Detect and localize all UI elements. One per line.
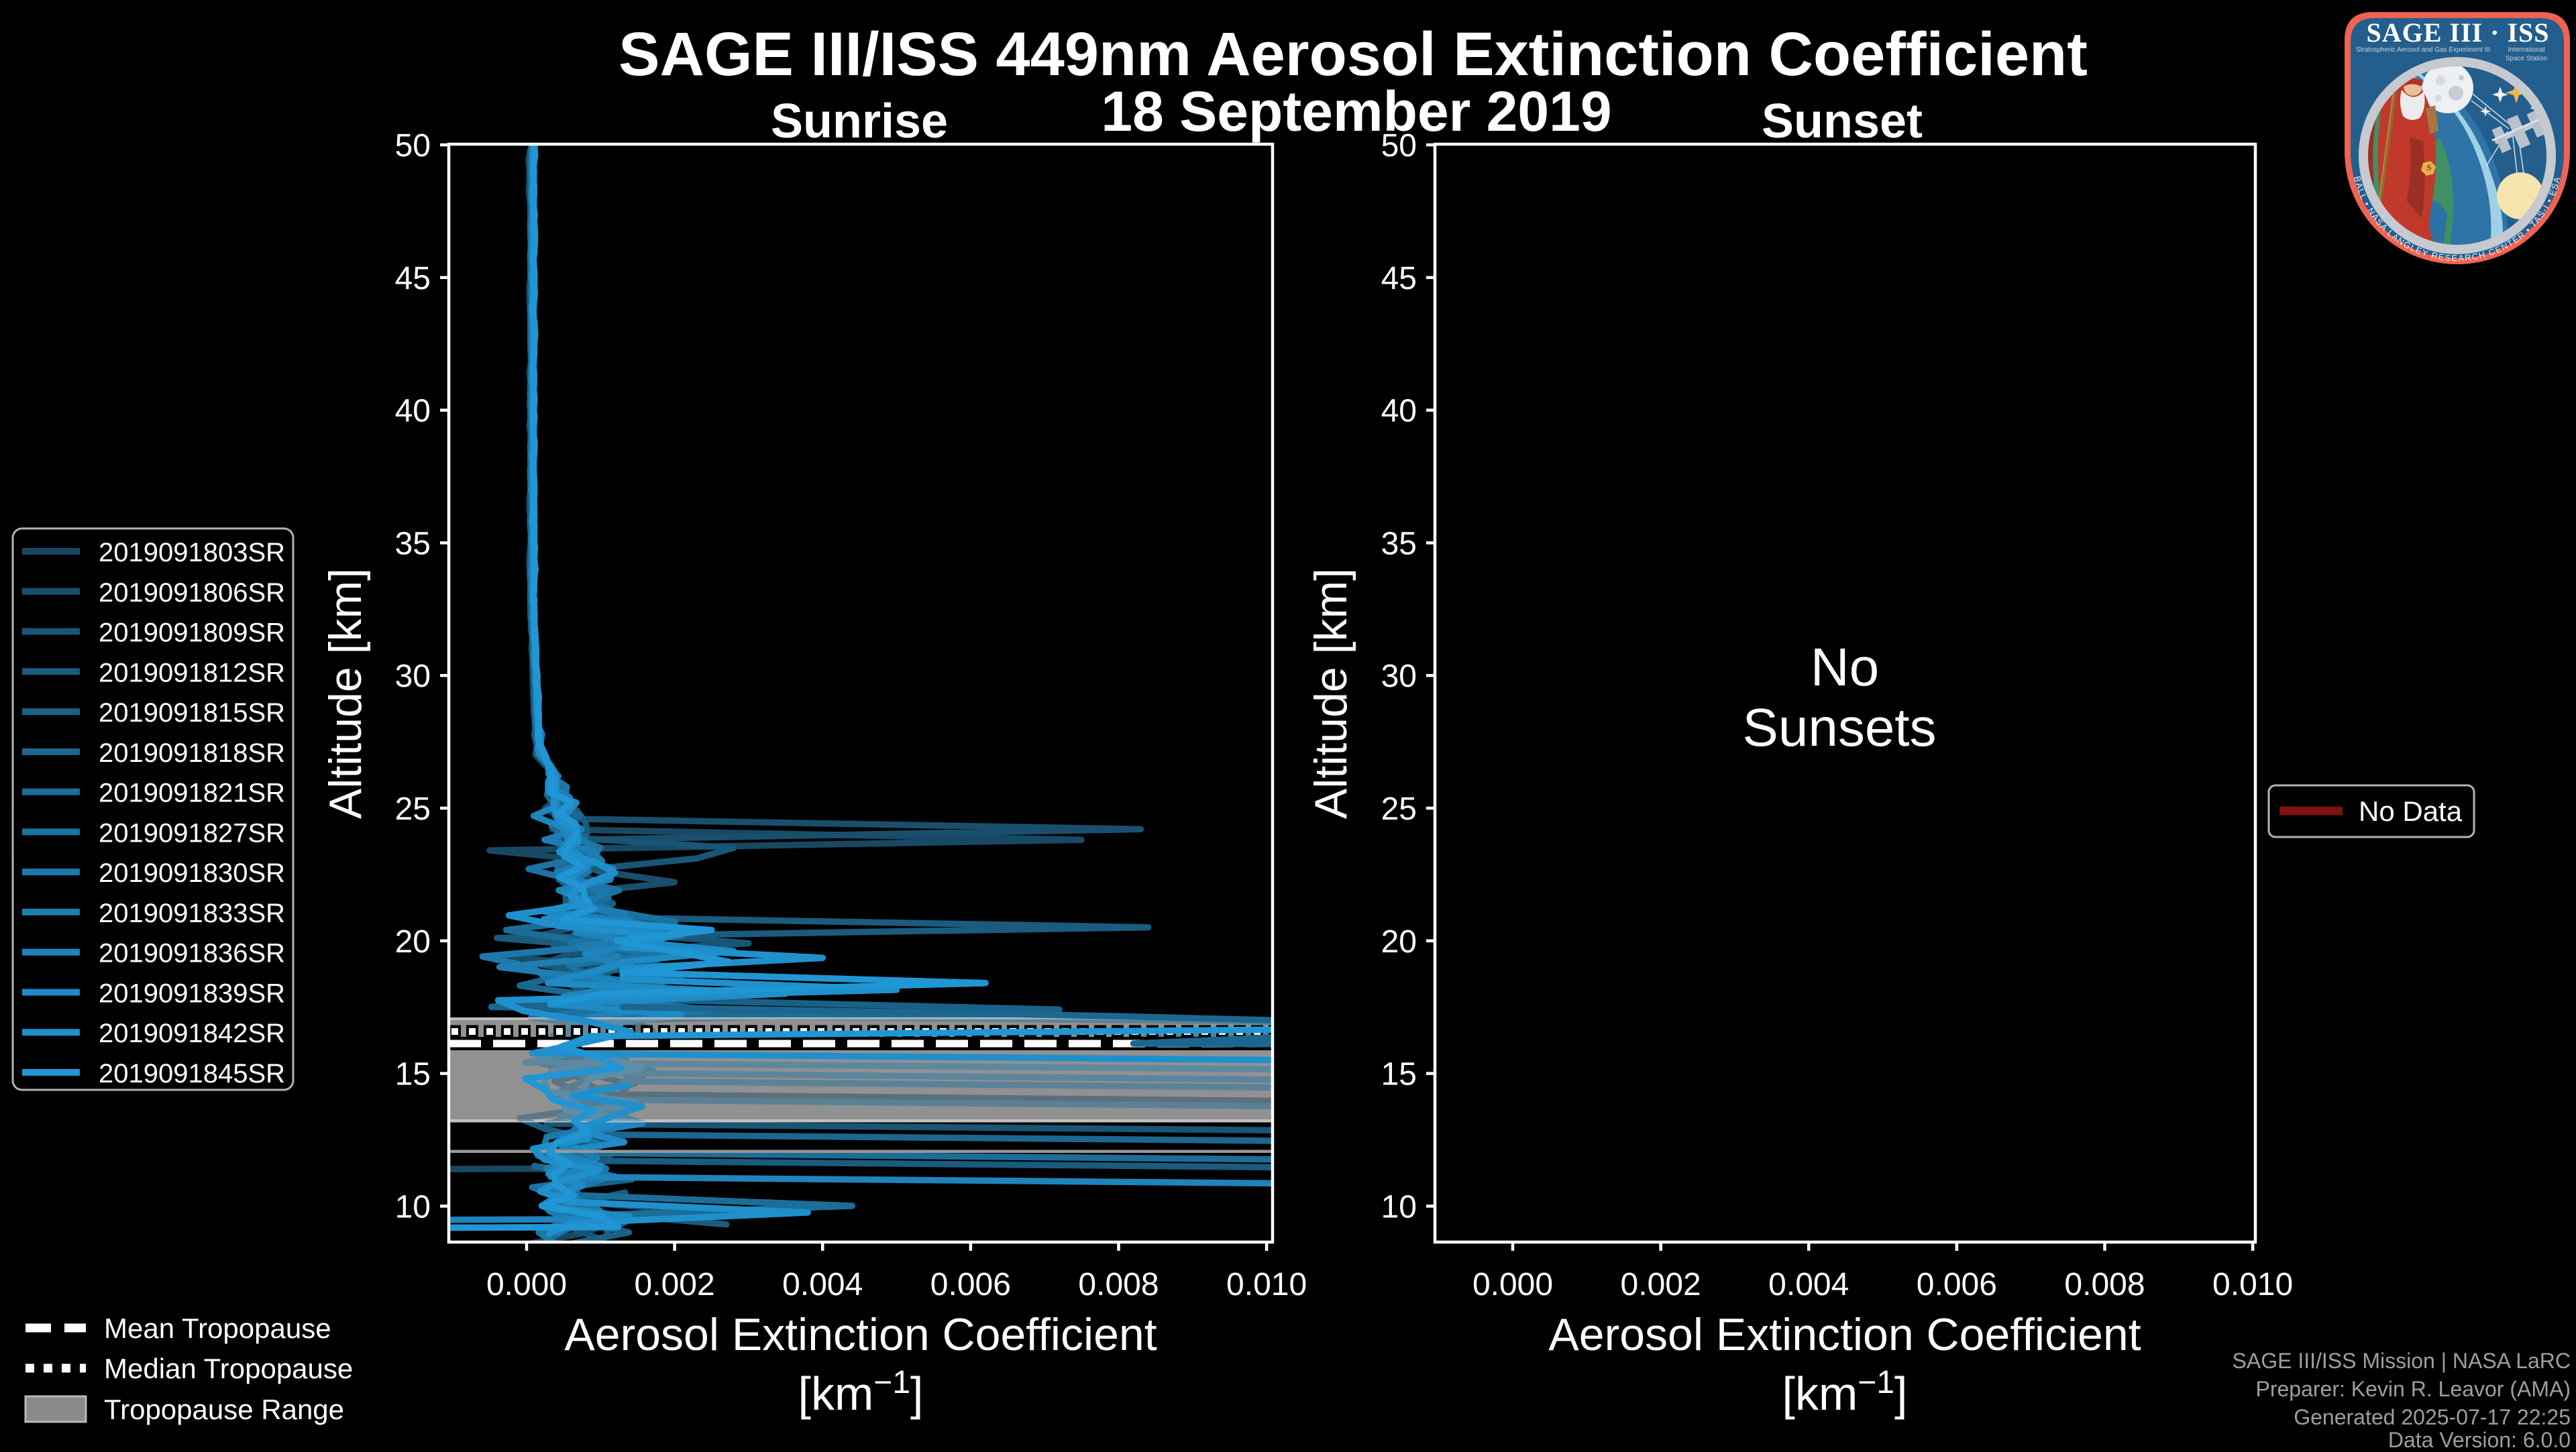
svg-text:SAGE III/ISS 449nm Aerosol Ext: SAGE III/ISS 449nm Aerosol Extinction Co…: [619, 20, 2088, 89]
svg-text:Aerosol Extinction Coefficient: Aerosol Extinction Coefficient: [1548, 1309, 2141, 1360]
svg-text:2019091830SR: 2019091830SR: [99, 858, 285, 888]
svg-text:Median Tropopause: Median Tropopause: [104, 1353, 353, 1384]
svg-text:2019091833SR: 2019091833SR: [99, 899, 285, 928]
svg-text:18 September 2019: 18 September 2019: [1101, 80, 1611, 143]
svg-text:30: 30: [395, 659, 431, 694]
svg-text:Preparer: Kevin R. Leavor (AMA: Preparer: Kevin R. Leavor (AMA): [2256, 1377, 2571, 1401]
svg-text:2019091821SR: 2019091821SR: [99, 779, 285, 808]
svg-text:Mean Tropopause: Mean Tropopause: [104, 1313, 331, 1344]
svg-text:40: 40: [1381, 394, 1417, 429]
svg-text:0.000: 0.000: [486, 1267, 567, 1302]
svg-text:50: 50: [1381, 128, 1417, 164]
svg-text:Data Version: 6.0.0: Data Version: 6.0.0: [2388, 1428, 2571, 1449]
svg-text:S: S: [2426, 162, 2431, 172]
svg-text:40: 40: [395, 394, 431, 429]
svg-text:35: 35: [1381, 526, 1417, 561]
svg-text:50: 50: [395, 128, 431, 164]
svg-text:No: No: [1811, 637, 1879, 697]
svg-text:2019091803SR: 2019091803SR: [99, 538, 285, 567]
svg-text:20: 20: [395, 924, 431, 960]
svg-text:25: 25: [395, 791, 431, 827]
svg-text:2019091818SR: 2019091818SR: [99, 738, 285, 768]
svg-text:0.010: 0.010: [1226, 1267, 1307, 1302]
svg-text:0.006: 0.006: [1917, 1267, 1997, 1302]
svg-text:No Data: No Data: [2359, 795, 2463, 827]
svg-text:0.004: 0.004: [1768, 1267, 1849, 1302]
svg-text:15: 15: [395, 1057, 431, 1093]
svg-text:Generated 2025-07-17 22:25: Generated 2025-07-17 22:25: [2294, 1405, 2571, 1429]
svg-text:Space Station: Space Station: [2506, 55, 2547, 62]
svg-text:0.010: 0.010: [2212, 1267, 2293, 1302]
svg-text:0.008: 0.008: [2064, 1267, 2145, 1302]
svg-text:SAGE III · ISS: SAGE III · ISS: [2366, 17, 2549, 48]
svg-text:2019091845SR: 2019091845SR: [99, 1059, 285, 1088]
svg-text:0.004: 0.004: [782, 1267, 863, 1302]
svg-text:0.002: 0.002: [1621, 1267, 1701, 1302]
svg-text:2019091815SR: 2019091815SR: [99, 698, 285, 728]
svg-text:International: International: [2508, 46, 2544, 54]
svg-text:2019091839SR: 2019091839SR: [99, 979, 285, 1008]
svg-text:Sunsets: Sunsets: [1742, 697, 1936, 757]
svg-text:2019091812SR: 2019091812SR: [99, 658, 285, 687]
svg-text:Sunset: Sunset: [1762, 95, 1923, 148]
svg-text:10: 10: [395, 1189, 431, 1225]
svg-text:Altitude [km]: Altitude [km]: [320, 568, 371, 819]
svg-text:15: 15: [1381, 1057, 1417, 1093]
svg-text:10: 10: [1381, 1189, 1417, 1225]
svg-text:0.008: 0.008: [1078, 1267, 1159, 1302]
svg-text:20: 20: [1381, 924, 1417, 960]
svg-text:0.006: 0.006: [930, 1267, 1011, 1302]
svg-text:2019091809SR: 2019091809SR: [99, 618, 285, 648]
svg-text:Sunrise: Sunrise: [771, 95, 948, 148]
svg-text:Stratospheric Aerosol and Gas: Stratospheric Aerosol and Gas Experiment…: [2356, 46, 2490, 54]
svg-text:Altitude [km]: Altitude [km]: [1305, 568, 1356, 819]
svg-text:45: 45: [1381, 261, 1417, 296]
svg-text:Aerosol Extinction Coefficient: Aerosol Extinction Coefficient: [564, 1309, 1157, 1360]
svg-text:2019091806SR: 2019091806SR: [99, 578, 285, 608]
svg-text:30: 30: [1381, 659, 1417, 694]
svg-text:2019091836SR: 2019091836SR: [99, 939, 285, 968]
svg-text:0.002: 0.002: [635, 1267, 715, 1302]
svg-text:35: 35: [395, 526, 431, 561]
svg-text:0.000: 0.000: [1472, 1267, 1553, 1302]
svg-text:25: 25: [1381, 791, 1417, 827]
svg-text:45: 45: [395, 261, 431, 296]
svg-text:SAGE III/ISS Mission | NASA La: SAGE III/ISS Mission | NASA LaRC: [2233, 1349, 2571, 1373]
svg-text:2019091842SR: 2019091842SR: [99, 1019, 285, 1048]
svg-text:Tropopause Range: Tropopause Range: [104, 1394, 344, 1425]
svg-text:2019091827SR: 2019091827SR: [99, 818, 285, 848]
